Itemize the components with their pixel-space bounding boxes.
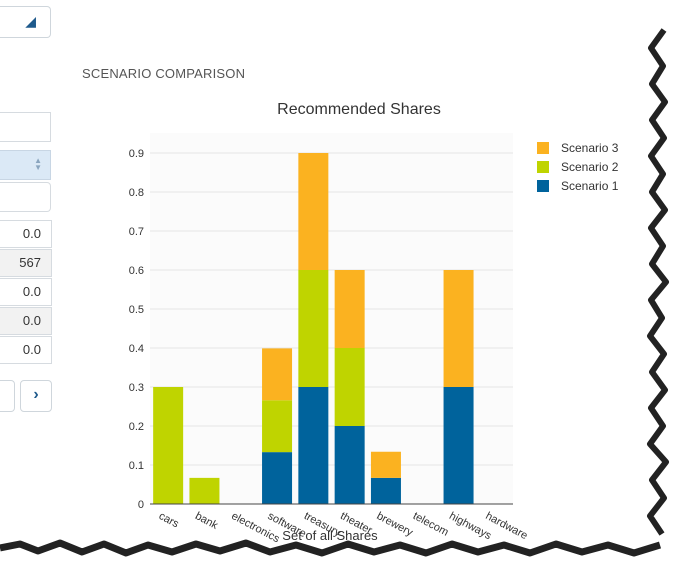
bar-scenario-3-treasury [298,153,329,270]
chevron-right-icon: › [33,386,39,403]
bar-scenario-2-treasury [298,270,329,387]
y-tick-label: 0.1 [129,460,144,472]
legend-label: Scenario 3 [561,141,619,155]
collapse-button[interactable]: ◢ [0,6,51,38]
bar-scenario-3-software [262,348,293,401]
x-axis-title: Set of all Shares [282,528,378,543]
chart-title: Recommended Shares [277,101,441,118]
legend-label: Scenario 2 [561,160,619,174]
torn-edge-shadow-bottom [0,539,662,557]
legend: Scenario 3 Scenario 2 Scenario 1 [537,141,619,193]
y-tick-label: 0.9 [129,148,144,160]
y-tick-label: 0.6 [129,265,144,277]
value-cell: 0.0 [0,220,52,248]
bar-scenario-2-bank [189,477,220,504]
y-tick-label: 0.7 [129,226,144,238]
previous-button[interactable] [0,380,15,412]
legend-label: Scenario 1 [561,179,619,193]
value-cell: 567 [0,249,52,277]
x-tick-label: hardware [483,510,529,542]
bar-scenario-2-software [262,400,293,453]
text-field[interactable] [0,112,51,142]
value-cell: 0.0 [0,336,52,364]
bar-scenario-1-treasury [298,387,329,504]
value-cell: 0.0 [0,307,52,335]
bar-scenario-3-theater [334,270,365,348]
bar-scenario-1-highways [443,387,474,504]
bar-scenario-2-cars [153,387,184,504]
legend-swatch [537,142,549,154]
bar-scenario-3-highways [443,270,474,387]
torn-edge-shadow-right [647,28,669,536]
x-tick-label: cars [157,510,181,531]
section-title: SCENARIO COMPARISON [82,66,246,81]
y-tick-label: 0 [138,499,144,511]
bar-scenario-1-theater [334,426,365,504]
number-spinner[interactable]: ▲ ▼ [0,150,51,180]
y-tick-label: 0.2 [129,421,144,433]
y-tick-label: 0.3 [129,382,144,394]
value-cell: 0.0 [0,278,52,306]
chevron-icon: ◢ [25,13,36,29]
legend-swatch [537,180,549,192]
y-tick-label: 0.4 [129,343,144,355]
legend-swatch [537,161,549,173]
spinner-arrows-icon[interactable]: ▲ ▼ [34,156,42,172]
y-tick-label: 0.5 [129,304,144,316]
y-tick-label: 0.8 [129,187,144,199]
bar-scenario-3-brewery [370,451,401,478]
text-field-2[interactable] [0,182,51,212]
bar-scenario-1-brewery [370,477,401,504]
torn-edge-bottom [0,549,693,563]
y-axis: 0 0.1 0.2 0.3 0.4 0.5 0.6 0.7 0.8 0.9 [129,148,144,511]
next-button[interactable]: › [20,380,52,412]
x-tick-label: brewery [375,510,416,539]
bar-scenario-2-theater [334,348,365,426]
bar-scenario-1-software [262,452,293,504]
x-tick-label: telecom [411,510,451,539]
x-tick-label: bank [193,510,220,532]
bars [153,153,474,504]
